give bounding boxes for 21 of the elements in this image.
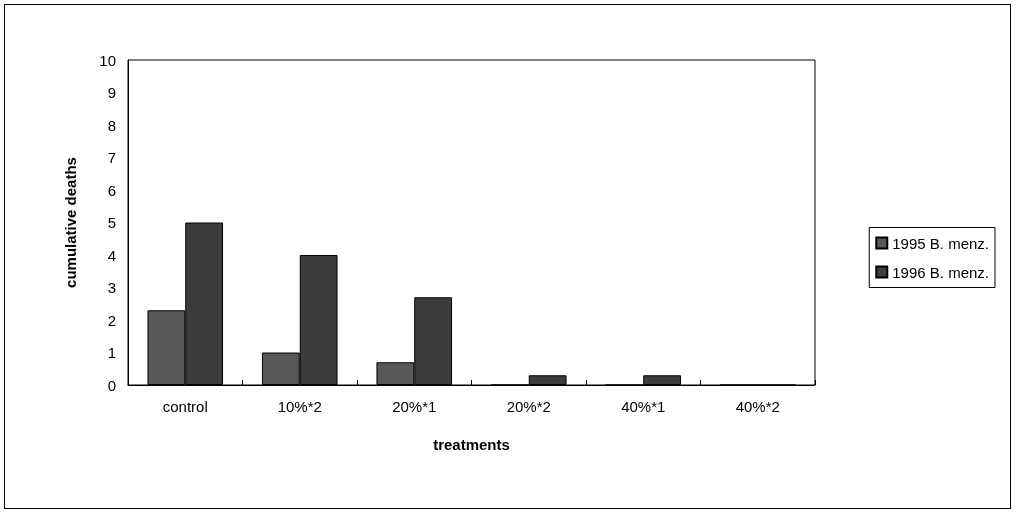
y-tick-label: 5 [107,214,116,231]
y-tick-label: 1 [107,344,116,361]
y-tick-label: 6 [107,181,116,199]
x-tick-label: 20%*1 [392,398,437,415]
legend-label: 1996 B. menz. [892,263,990,281]
y-axis-title: cumulative deaths [62,157,79,288]
x-tick-label: 40%*1 [621,398,666,415]
y-tick-label: 7 [107,149,116,166]
x-tick-label: 10%*2 [277,398,322,415]
x-tick-label: 20%*2 [506,398,551,415]
y-tick-label: 9 [107,84,116,101]
y-tick-label: 2 [107,311,116,329]
y-tick-label: 3 [107,279,116,296]
y-tick-label: 0 [107,376,116,394]
x-tick-label: 40%*2 [735,398,780,415]
y-tick-label: 10 [99,51,116,69]
y-tick-label: 4 [107,246,116,264]
legend-label: 1995 B. menz. [892,234,990,252]
x-tick-label: control [162,398,208,415]
y-tick-label: 8 [107,116,116,134]
x-axis-title: treatments [433,436,510,453]
